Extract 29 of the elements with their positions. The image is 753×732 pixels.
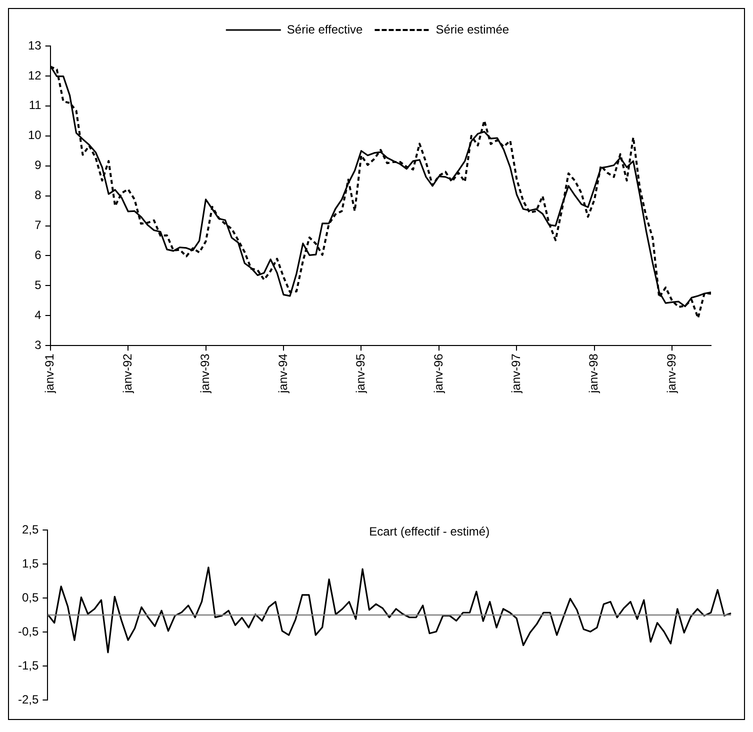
- y-tick-label: 9: [34, 158, 42, 172]
- y-tick-label: 7: [34, 218, 42, 232]
- y-tick-label: -2,5: [18, 692, 39, 706]
- chart-title: Ecart (effectif - estimé): [369, 524, 490, 538]
- y-tick-label: 0,5: [22, 590, 39, 604]
- y-tick-label: 8: [34, 188, 42, 202]
- y-tick-label: 4: [34, 308, 42, 322]
- x-tick-label: janv-93: [198, 353, 212, 394]
- x-tick-label: janv-92: [120, 353, 134, 394]
- y-tick-label: 3: [34, 338, 42, 352]
- x-tick-label: janv-99: [664, 353, 678, 394]
- x-tick-label: janv-98: [586, 353, 601, 394]
- legend-label: Série estimée: [436, 22, 510, 36]
- y-tick-label: 10: [28, 128, 42, 142]
- y-tick-label: -0,5: [18, 624, 39, 638]
- y-tick-label: 1,5: [22, 556, 39, 570]
- x-tick-label: janv-96: [431, 353, 446, 394]
- x-tick-label: janv-97: [509, 353, 524, 394]
- y-tick-label: -1,5: [18, 658, 39, 672]
- y-tick-label: 2,5: [22, 522, 39, 536]
- legend-label: Série effective: [286, 22, 364, 36]
- x-tick-label: janv-94: [276, 353, 290, 394]
- y-tick-label: 13: [28, 38, 42, 52]
- y-tick-label: 6: [34, 248, 42, 262]
- y-tick-label: 11: [28, 98, 42, 112]
- x-tick-label: janv-91: [42, 353, 57, 394]
- y-tick-label: 12: [28, 68, 42, 82]
- y-tick-label: 5: [34, 278, 42, 292]
- x-tick-label: janv-95: [354, 353, 368, 394]
